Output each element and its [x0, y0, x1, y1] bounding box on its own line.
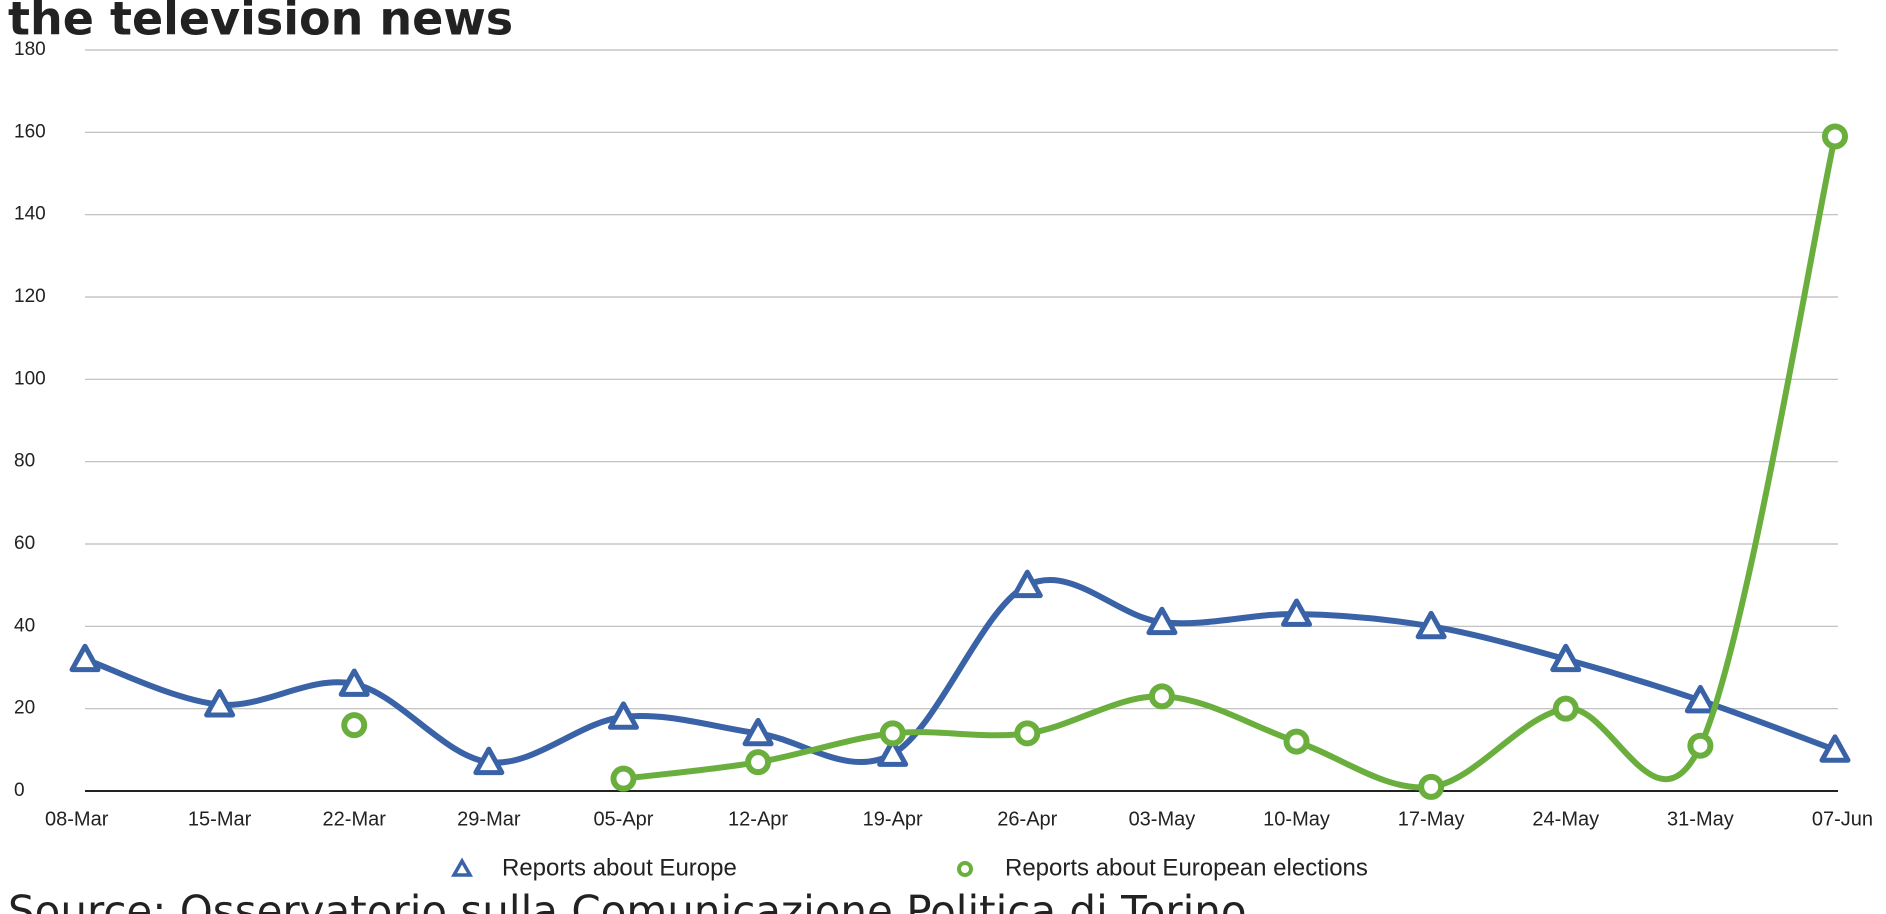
x-tick-label: 10-May — [1263, 808, 1330, 830]
data-point — [742, 717, 774, 747]
x-tick-label: 29-Mar — [457, 808, 521, 830]
y-tick-label: 80 — [14, 451, 35, 472]
source-note: Source: Osservatorio sulla Comunicazione… — [8, 887, 1247, 914]
data-point — [1014, 720, 1041, 747]
data-point — [1684, 684, 1716, 714]
x-tick-label: 19-Apr — [863, 808, 923, 830]
chart-title: the television news — [8, 0, 513, 46]
data-point — [1819, 734, 1851, 763]
x-tick-label: 12-Apr — [728, 808, 788, 830]
data-point — [1550, 643, 1582, 673]
data-point — [1283, 728, 1310, 755]
x-tick-label: 17-May — [1398, 808, 1465, 830]
data-point — [1552, 695, 1579, 722]
legend-label: Reports about European elections — [1005, 854, 1368, 881]
data-point — [473, 746, 505, 776]
y-tick-label: 20 — [14, 698, 35, 719]
legend-label: Reports about Europe — [502, 854, 737, 881]
data-point — [1146, 606, 1178, 636]
x-tick-label: 08-Mar — [45, 808, 109, 830]
data-point — [877, 738, 909, 767]
y-tick-label: 100 — [14, 368, 46, 389]
series-line — [620, 133, 1838, 791]
x-tick-label: 22-Mar — [323, 808, 387, 830]
y-tick-label: 180 — [14, 39, 46, 60]
x-tick-label: 05-Apr — [593, 808, 653, 830]
y-tick-label: 140 — [14, 204, 46, 225]
data-point — [69, 643, 101, 673]
x-tick-label: 03-May — [1129, 808, 1196, 830]
data-point — [607, 701, 639, 730]
data-point — [1011, 569, 1043, 599]
series-line — [82, 576, 1838, 766]
y-tick-label: 160 — [14, 121, 46, 142]
data-point — [204, 689, 236, 718]
data-point — [879, 720, 906, 747]
data-point — [1418, 773, 1445, 800]
y-tick-label: 0 — [14, 780, 25, 801]
y-tick-label: 60 — [14, 533, 35, 554]
data-point — [1822, 123, 1848, 150]
legend-marker — [450, 857, 474, 877]
data-point — [338, 668, 370, 697]
data-point — [1148, 683, 1175, 710]
legend-marker — [957, 861, 973, 877]
data-point — [610, 765, 637, 792]
y-tick-label: 40 — [14, 615, 35, 636]
x-tick-label: 24-May — [1532, 808, 1599, 830]
y-tick-label: 120 — [14, 286, 46, 307]
x-tick-label: 07-Jun — [1812, 808, 1873, 830]
data-point — [1687, 732, 1714, 759]
data-point — [1281, 598, 1313, 627]
x-tick-label: 31-May — [1667, 808, 1734, 830]
data-point — [745, 749, 772, 776]
data-point — [341, 712, 368, 739]
x-tick-label: 15-Mar — [188, 808, 252, 830]
x-tick-label: 26-Apr — [997, 808, 1057, 830]
data-point — [1415, 610, 1447, 640]
